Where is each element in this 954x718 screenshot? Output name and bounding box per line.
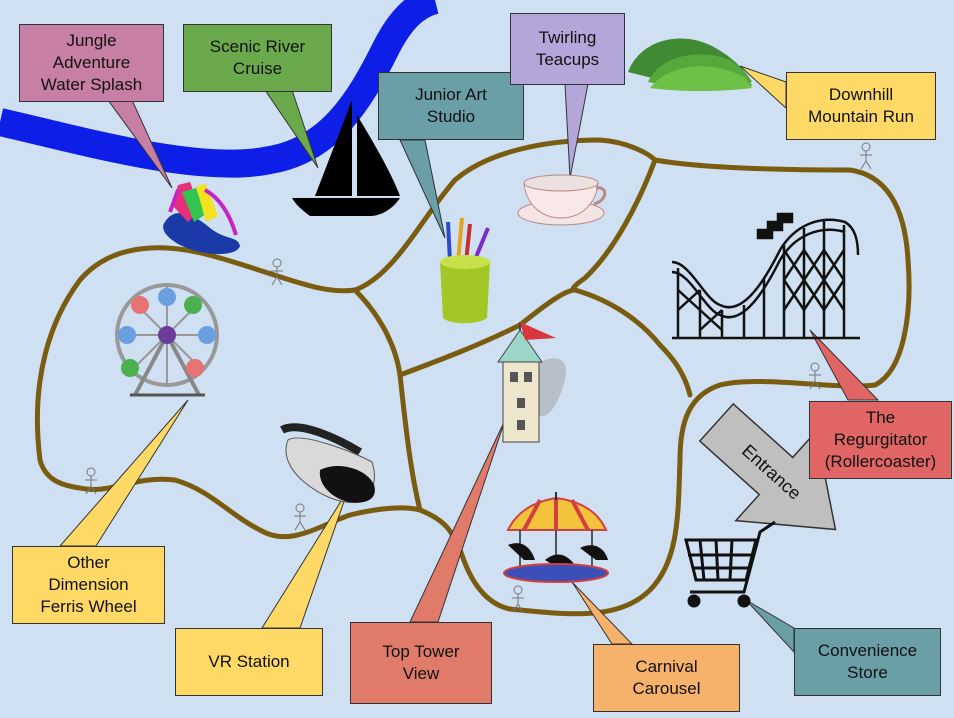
water-slide-icon bbox=[163, 182, 240, 255]
tower-icon bbox=[497, 322, 566, 443]
label-pointers bbox=[58, 65, 880, 654]
label-junior-art-studio[interactable]: Junior Art Studio bbox=[378, 72, 524, 140]
hills-icon bbox=[628, 38, 752, 91]
label-other-dimension-ferris-wheel[interactable]: Other Dimension Ferris Wheel bbox=[12, 546, 165, 624]
teacup-icon bbox=[517, 174, 607, 226]
ferris-wheel-icon bbox=[115, 283, 219, 397]
label-jungle-adventure-water-splash[interactable]: Jungle Adventure Water Splash bbox=[19, 24, 164, 102]
shopping-cart-icon bbox=[684, 520, 776, 608]
label-vr-station[interactable]: VR Station bbox=[175, 628, 323, 696]
visitor-figures bbox=[85, 142, 872, 613]
pointer-tower bbox=[409, 419, 506, 623]
pencil-cup-icon bbox=[440, 217, 490, 324]
label-convenience-store[interactable]: Convenience Store bbox=[794, 628, 941, 696]
label-top-tower-view[interactable]: Top Tower View bbox=[350, 622, 492, 704]
vr-headset-icon bbox=[280, 423, 375, 504]
pointer-regurgitator bbox=[809, 329, 880, 401]
pointer-store bbox=[745, 599, 795, 654]
label-carnival-carousel[interactable]: Carnival Carousel bbox=[593, 644, 740, 712]
label-scenic-river-cruise[interactable]: Scenic River Cruise bbox=[183, 24, 332, 92]
pointer-vr bbox=[261, 489, 349, 629]
pointer-art bbox=[399, 139, 446, 239]
park-paths bbox=[34, 137, 912, 617]
pointer-teacups bbox=[564, 83, 589, 179]
label-downhill-mountain-run[interactable]: Downhill Mountain Run bbox=[786, 72, 936, 140]
pointer-ferris bbox=[58, 399, 189, 547]
label-the-regurgitator[interactable]: The Regurgitator (Rollercoaster) bbox=[809, 401, 952, 479]
sailboat-icon bbox=[292, 100, 400, 216]
carousel-icon bbox=[503, 492, 609, 583]
rollercoaster-icon bbox=[671, 212, 860, 340]
label-twirling-teacups[interactable]: Twirling Teacups bbox=[510, 13, 625, 85]
